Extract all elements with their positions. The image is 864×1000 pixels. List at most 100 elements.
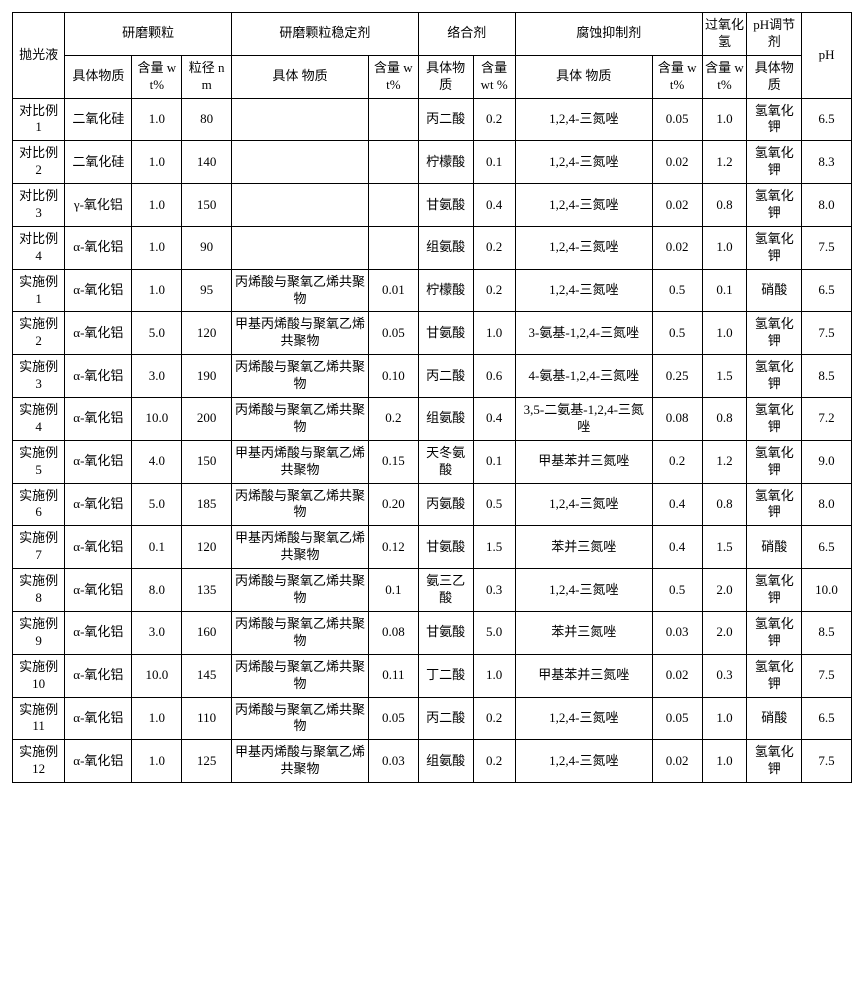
cell-h2o2: 1.0: [702, 98, 747, 141]
table-row: 实施例 1α-氧化铝1.095丙烯酸与聚氧乙烯共聚物0.01柠檬酸0.21,2,…: [13, 269, 852, 312]
cell-corr-mat: 1,2,4-三氮唑: [515, 226, 652, 269]
table-row: 实施例 3α-氧化铝3.0190丙烯酸与聚氧乙烯共聚物0.10丙二酸0.64-氨…: [13, 355, 852, 398]
cell-abr-mat: α-氧化铝: [65, 654, 132, 697]
cell-ph: 7.2: [802, 398, 852, 441]
cell-abr-nm: 160: [182, 611, 232, 654]
cell-stab-mat: 甲基丙烯酸与聚氧乙烯共聚物: [232, 440, 369, 483]
cell-corr-wt: 0.25: [652, 355, 702, 398]
cell-stab-wt: [368, 98, 418, 141]
cell-chel-wt: 0.4: [473, 184, 515, 227]
table-header: 抛光液 研磨颗粒 研磨颗粒稳定剂 络合剂 腐蚀抑制剂 过氧化氢 pH调节剂 pH…: [13, 13, 852, 99]
cell-phadj: 氢氧化钾: [747, 184, 802, 227]
table-row: 实施例 10α-氧化铝10.0145丙烯酸与聚氧乙烯共聚物0.11丁二酸1.0甲…: [13, 654, 852, 697]
cell-ph: 9.0: [802, 440, 852, 483]
cell-row-label: 实施例 1: [13, 269, 65, 312]
cell-ph: 7.5: [802, 740, 852, 783]
cell-ph: 8.3: [802, 141, 852, 184]
hdr-row-label: 抛光液: [13, 13, 65, 99]
cell-corr-mat: 4-氨基-1,2,4-三氮唑: [515, 355, 652, 398]
cell-chel-mat: 组氨酸: [418, 740, 473, 783]
cell-h2o2: 1.2: [702, 440, 747, 483]
cell-chel-mat: 甘氨酸: [418, 184, 473, 227]
cell-abr-wt: 0.1: [132, 526, 182, 569]
cell-corr-mat: 苯并三氮唑: [515, 526, 652, 569]
cell-stab-mat: [232, 226, 369, 269]
cell-abr-mat: α-氧化铝: [65, 398, 132, 441]
cell-corr-wt: 0.05: [652, 98, 702, 141]
table-row: 实施例 12α-氧化铝1.0125甲基丙烯酸与聚氧乙烯共聚物0.03组氨酸0.2…: [13, 740, 852, 783]
cell-chel-wt: 0.4: [473, 398, 515, 441]
cell-abr-wt: 1.0: [132, 141, 182, 184]
cell-phadj: 氢氧化钾: [747, 398, 802, 441]
cell-h2o2: 0.3: [702, 654, 747, 697]
cell-phadj: 氢氧化钾: [747, 740, 802, 783]
cell-corr-mat: 甲基苯并三氮唑: [515, 654, 652, 697]
cell-abr-mat: α-氧化铝: [65, 526, 132, 569]
hdr-chelator: 络合剂: [418, 13, 515, 56]
cell-abr-nm: 150: [182, 440, 232, 483]
header-row-1: 抛光液 研磨颗粒 研磨颗粒稳定剂 络合剂 腐蚀抑制剂 过氧化氢 pH调节剂 pH: [13, 13, 852, 56]
cell-chel-mat: 甘氨酸: [418, 312, 473, 355]
table-row: 对比例 3γ-氧化铝1.0150甘氨酸0.41,2,4-三氮唑0.020.8氢氧…: [13, 184, 852, 227]
cell-ph: 8.5: [802, 611, 852, 654]
cell-row-label: 实施例 12: [13, 740, 65, 783]
cell-abr-wt: 1.0: [132, 697, 182, 740]
cell-corr-wt: 0.5: [652, 569, 702, 612]
cell-h2o2: 1.5: [702, 526, 747, 569]
cell-abr-wt: 3.0: [132, 355, 182, 398]
cell-abr-mat: α-氧化铝: [65, 611, 132, 654]
hdr-phadj-mat: 具体物质: [747, 55, 802, 98]
cell-corr-wt: 0.5: [652, 312, 702, 355]
cell-h2o2: 1.2: [702, 141, 747, 184]
cell-chel-wt: 0.6: [473, 355, 515, 398]
cell-abr-nm: 150: [182, 184, 232, 227]
hdr-abr-wt: 含量 wt%: [132, 55, 182, 98]
cell-phadj: 氢氧化钾: [747, 226, 802, 269]
cell-corr-mat: 3-氨基-1,2,4-三氮唑: [515, 312, 652, 355]
cell-abr-nm: 135: [182, 569, 232, 612]
cell-stab-mat: 丙烯酸与聚氧乙烯共聚物: [232, 611, 369, 654]
cell-row-label: 实施例 4: [13, 398, 65, 441]
cell-corr-mat: 甲基苯并三氮唑: [515, 440, 652, 483]
cell-corr-wt: 0.02: [652, 740, 702, 783]
cell-chel-mat: 丁二酸: [418, 654, 473, 697]
cell-stab-mat: 丙烯酸与聚氧乙烯共聚物: [232, 654, 369, 697]
hdr-ph: pH: [802, 13, 852, 99]
cell-chel-mat: 丙二酸: [418, 697, 473, 740]
cell-chel-mat: 柠檬酸: [418, 269, 473, 312]
table-row: 实施例 6α-氧化铝5.0185丙烯酸与聚氧乙烯共聚物0.20丙氨酸0.51,2…: [13, 483, 852, 526]
cell-row-label: 对比例 3: [13, 184, 65, 227]
cell-stab-mat: 丙烯酸与聚氧乙烯共聚物: [232, 398, 369, 441]
cell-abr-mat: α-氧化铝: [65, 569, 132, 612]
cell-h2o2: 0.8: [702, 398, 747, 441]
cell-phadj: 硝酸: [747, 697, 802, 740]
cell-stab-wt: [368, 184, 418, 227]
cell-ph: 6.5: [802, 526, 852, 569]
cell-row-label: 对比例 4: [13, 226, 65, 269]
table-row: 实施例 9α-氧化铝3.0160丙烯酸与聚氧乙烯共聚物0.08甘氨酸5.0苯并三…: [13, 611, 852, 654]
cell-stab-mat: 甲基丙烯酸与聚氧乙烯共聚物: [232, 740, 369, 783]
table-row: 实施例 4α-氧化铝10.0200丙烯酸与聚氧乙烯共聚物0.2组氨酸0.43,5…: [13, 398, 852, 441]
cell-abr-wt: 4.0: [132, 440, 182, 483]
cell-abr-mat: α-氧化铝: [65, 269, 132, 312]
cell-h2o2: 0.8: [702, 184, 747, 227]
cell-abr-nm: 140: [182, 141, 232, 184]
cell-row-label: 实施例 3: [13, 355, 65, 398]
cell-abr-wt: 5.0: [132, 312, 182, 355]
cell-phadj: 硝酸: [747, 269, 802, 312]
cell-row-label: 实施例 2: [13, 312, 65, 355]
hdr-corr-mat: 具体 物质: [515, 55, 652, 98]
cell-corr-mat: 1,2,4-三氮唑: [515, 98, 652, 141]
cell-corr-wt: 0.4: [652, 483, 702, 526]
cell-corr-wt: 0.4: [652, 526, 702, 569]
cell-ph: 7.5: [802, 654, 852, 697]
cell-corr-wt: 0.02: [652, 184, 702, 227]
cell-corr-mat: 1,2,4-三氮唑: [515, 697, 652, 740]
cell-abr-wt: 5.0: [132, 483, 182, 526]
table-body: 对比例 1二氧化硅1.080丙二酸0.21,2,4-三氮唑0.051.0氢氧化钾…: [13, 98, 852, 783]
cell-chel-wt: 0.2: [473, 740, 515, 783]
cell-abr-mat: α-氧化铝: [65, 312, 132, 355]
table-row: 实施例 11α-氧化铝1.0110丙烯酸与聚氧乙烯共聚物0.05丙二酸0.21,…: [13, 697, 852, 740]
hdr-corrosion: 腐蚀抑制剂: [515, 13, 702, 56]
cell-abr-wt: 1.0: [132, 269, 182, 312]
